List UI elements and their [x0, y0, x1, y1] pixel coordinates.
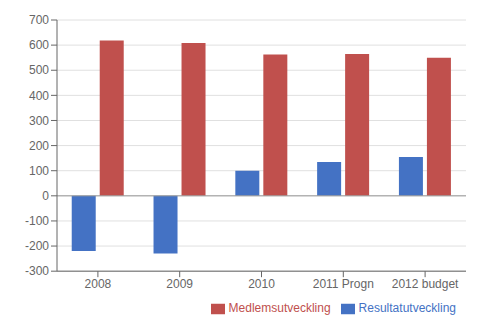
svg-text:700: 700 — [29, 13, 49, 27]
svg-text:0: 0 — [42, 189, 49, 203]
svg-text:2008: 2008 — [85, 277, 112, 291]
svg-text:2010: 2010 — [248, 277, 275, 291]
svg-text:500: 500 — [29, 63, 49, 77]
svg-text:600: 600 — [29, 38, 49, 52]
svg-text:-100: -100 — [25, 214, 49, 228]
svg-text:200: 200 — [29, 139, 49, 153]
svg-text:-200: -200 — [25, 239, 49, 253]
svg-text:300: 300 — [29, 114, 49, 128]
svg-text:2009: 2009 — [166, 277, 193, 291]
svg-text:2011 Progn: 2011 Progn — [313, 277, 374, 291]
svg-text:2012 budget: 2012 budget — [392, 277, 459, 291]
svg-text:-300: -300 — [25, 264, 49, 278]
html-text:Medlemsutveckling: Medlemsutveckling — [228, 301, 331, 316]
svg-text:100: 100 — [29, 164, 49, 178]
svg-text:400: 400 — [29, 89, 49, 103]
html-text:Resultatutveckling: Resultatutveckling — [358, 301, 456, 316]
